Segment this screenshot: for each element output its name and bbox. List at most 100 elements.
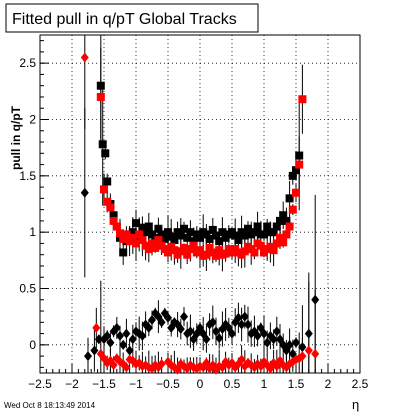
data-point-square: [205, 243, 214, 252]
x-tick-label: 2: [325, 377, 332, 391]
data-point-square: [170, 236, 179, 245]
data-point-diamond: [186, 326, 195, 337]
data-point-square: [144, 222, 153, 231]
data-point-square: [119, 248, 128, 257]
x-tick-label: 0: [197, 377, 204, 391]
data-point-square: [250, 248, 259, 257]
data-point-diamond: [103, 330, 112, 341]
data-point-diamond: [122, 362, 131, 373]
data-point-square: [189, 237, 198, 246]
data-point-square: [122, 230, 131, 239]
data-point-square: [128, 233, 137, 242]
y-tick-label: 2.5: [19, 56, 36, 70]
data-point-diamond: [272, 326, 281, 337]
y-tick-label: 0.5: [19, 282, 36, 296]
data-point-diamond: [298, 342, 307, 353]
data-point-square: [160, 234, 169, 243]
data-point-square: [176, 231, 185, 240]
data-point-square: [103, 197, 112, 206]
data-point-square: [157, 230, 166, 239]
x-tick-label: −1.5: [92, 377, 116, 391]
data-point-square: [269, 228, 278, 237]
data-point-square: [132, 219, 140, 228]
data-point-square: [260, 230, 268, 239]
data-point-diamond: [244, 319, 252, 330]
data-point-square: [221, 249, 230, 258]
data-point-square: [215, 246, 224, 255]
data-point-square: [180, 224, 188, 233]
data-point-diamond: [304, 345, 313, 356]
data-point-square: [285, 194, 294, 203]
data-point-diamond: [237, 354, 246, 365]
data-point-square: [240, 231, 249, 240]
data-point-square: [96, 92, 105, 101]
data-point-square: [212, 231, 220, 240]
data-point-diamond: [164, 312, 172, 323]
data-point-square: [288, 205, 297, 214]
data-point-square: [234, 236, 243, 245]
data-point-diamond: [109, 360, 118, 371]
data-point-square: [240, 247, 249, 256]
data-point-diamond: [237, 319, 246, 330]
data-point-square: [292, 188, 300, 197]
x-tick-label: −2.5: [28, 377, 52, 391]
data-point-square: [256, 241, 265, 250]
data-point-diamond: [157, 317, 166, 328]
data-point-diamond: [208, 317, 217, 328]
y-axis-label: pull in q/pT: [9, 105, 23, 170]
data-point-square: [250, 228, 259, 237]
title-box: [5, 3, 259, 33]
data-point-diamond: [112, 322, 121, 333]
data-point-square: [215, 237, 224, 246]
x-tick-label: 0.5: [224, 377, 241, 391]
x-tick-label: 1.5: [288, 377, 305, 391]
data-point-diamond: [285, 339, 294, 350]
y-tick-label: 0: [29, 338, 36, 352]
data-point-diamond: [138, 330, 147, 341]
data-point-diamond: [80, 187, 89, 198]
data-point-square: [183, 250, 192, 259]
x-axis-label: η: [352, 397, 359, 412]
data-point-diamond: [311, 294, 320, 305]
data-point-diamond: [125, 345, 134, 356]
data-point-diamond: [298, 351, 307, 362]
data-point-square: [186, 228, 195, 237]
data-point-diamond: [215, 333, 224, 344]
data-point-diamond: [80, 52, 89, 63]
y-tick-label: 1.5: [19, 169, 36, 183]
x-tick-label: −2: [65, 377, 79, 391]
data-point-square: [128, 228, 137, 237]
data-point-diamond: [212, 326, 220, 337]
data-point-square: [119, 234, 128, 243]
grid: [40, 35, 360, 373]
data-point-square: [288, 171, 297, 180]
data-point-diamond: [116, 330, 124, 341]
data-point-diamond: [122, 328, 131, 339]
data-point-square: [231, 231, 240, 240]
data-point-square: [106, 203, 115, 212]
data-point-diamond: [269, 334, 278, 345]
data-point-square: [276, 216, 284, 225]
data-point-square: [298, 95, 307, 104]
data-point-diamond: [234, 312, 243, 323]
data-point-diamond: [180, 311, 188, 322]
chart-title: Fitted pull in q/pT Global Tracks: [12, 11, 237, 28]
y-tick-label: 1: [29, 225, 36, 239]
data-point-square: [116, 229, 124, 238]
data-point-square: [269, 246, 278, 255]
data-point-square: [180, 243, 188, 252]
data-point-square: [282, 216, 291, 225]
data-point-square: [103, 177, 112, 186]
data-point-square: [170, 246, 179, 255]
y-tick-label: 2: [29, 113, 36, 127]
x-tick-label: −1: [129, 377, 143, 391]
data-point-diamond: [92, 322, 101, 333]
data-point-square: [263, 222, 272, 231]
data-point-square: [196, 233, 204, 242]
data-point-diamond: [260, 328, 268, 339]
data-point-diamond: [304, 328, 313, 339]
data-point-square: [144, 245, 153, 254]
data-point-square: [154, 236, 163, 245]
